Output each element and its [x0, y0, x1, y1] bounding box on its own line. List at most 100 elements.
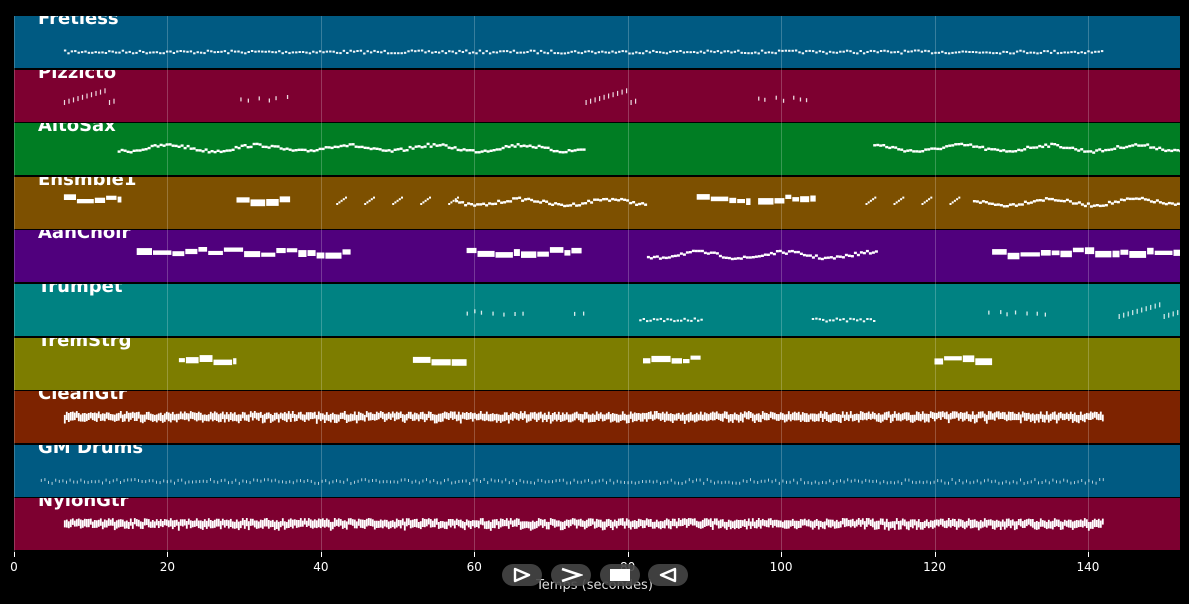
track-notes [117, 142, 1180, 154]
note [659, 521, 662, 530]
note [978, 51, 981, 54]
note [1170, 202, 1174, 205]
note [664, 257, 668, 260]
note [106, 195, 117, 200]
note [527, 414, 530, 422]
note [546, 52, 550, 55]
note [397, 412, 400, 420]
note [1017, 148, 1021, 152]
note [473, 412, 476, 419]
note [69, 412, 72, 421]
note [945, 145, 949, 148]
x-tick [934, 552, 936, 557]
note [685, 519, 688, 529]
note [828, 50, 832, 53]
note [459, 149, 463, 152]
note [436, 480, 438, 484]
note [350, 481, 352, 485]
note [482, 202, 486, 205]
note [91, 413, 94, 421]
note [207, 151, 211, 154]
note [1149, 146, 1153, 149]
note [171, 412, 174, 421]
note [526, 51, 529, 53]
note [285, 413, 288, 423]
note [736, 257, 740, 260]
note [759, 520, 762, 529]
x-tick-label: 0 [10, 560, 18, 574]
note [1087, 522, 1090, 532]
note [143, 414, 146, 422]
fast-forward-button[interactable] [551, 564, 591, 586]
note [1137, 197, 1141, 200]
note [258, 95, 260, 100]
play-forward-button[interactable] [502, 564, 542, 586]
note [370, 197, 373, 200]
note [628, 52, 631, 55]
note [346, 52, 349, 54]
note-segment [988, 310, 1046, 317]
note [680, 319, 683, 322]
stop-button[interactable] [600, 564, 640, 586]
note [743, 519, 746, 528]
note [573, 149, 577, 152]
note [597, 413, 600, 422]
note [166, 479, 168, 483]
note [434, 51, 437, 53]
note [721, 256, 725, 260]
note [605, 413, 608, 420]
note [239, 414, 242, 422]
note [686, 51, 689, 54]
note [555, 520, 558, 528]
note [565, 412, 568, 420]
note [1043, 520, 1046, 529]
note [482, 52, 485, 55]
note [889, 521, 892, 529]
note [1172, 311, 1174, 317]
note [148, 51, 152, 54]
note [281, 52, 284, 55]
note [613, 481, 615, 485]
note [1009, 520, 1012, 529]
note [1101, 414, 1104, 422]
note [209, 520, 212, 529]
note [1168, 312, 1170, 318]
note [549, 518, 552, 526]
note [483, 149, 487, 153]
note [747, 52, 750, 55]
note [757, 52, 760, 55]
note [783, 414, 786, 423]
note [1093, 411, 1096, 418]
note [850, 479, 852, 483]
note [692, 479, 694, 483]
note [805, 520, 808, 527]
note [937, 478, 939, 482]
note [903, 412, 906, 420]
note [97, 411, 100, 419]
note [993, 412, 996, 421]
note [692, 51, 696, 53]
note [201, 150, 205, 153]
note [306, 150, 310, 153]
note [783, 520, 786, 530]
note [254, 50, 257, 53]
note [557, 202, 561, 206]
note [887, 411, 890, 418]
rewind-button[interactable] [648, 564, 688, 586]
note [811, 256, 815, 260]
note [850, 255, 854, 258]
note [825, 52, 828, 55]
note [1041, 199, 1045, 202]
note [495, 413, 498, 423]
note [661, 521, 664, 529]
note [205, 521, 208, 530]
note [1099, 477, 1101, 481]
note [727, 520, 730, 528]
note [732, 481, 733, 485]
note [965, 411, 968, 420]
note [223, 247, 244, 253]
note [901, 518, 904, 526]
note [361, 519, 364, 529]
note [139, 414, 142, 423]
note [433, 519, 436, 528]
